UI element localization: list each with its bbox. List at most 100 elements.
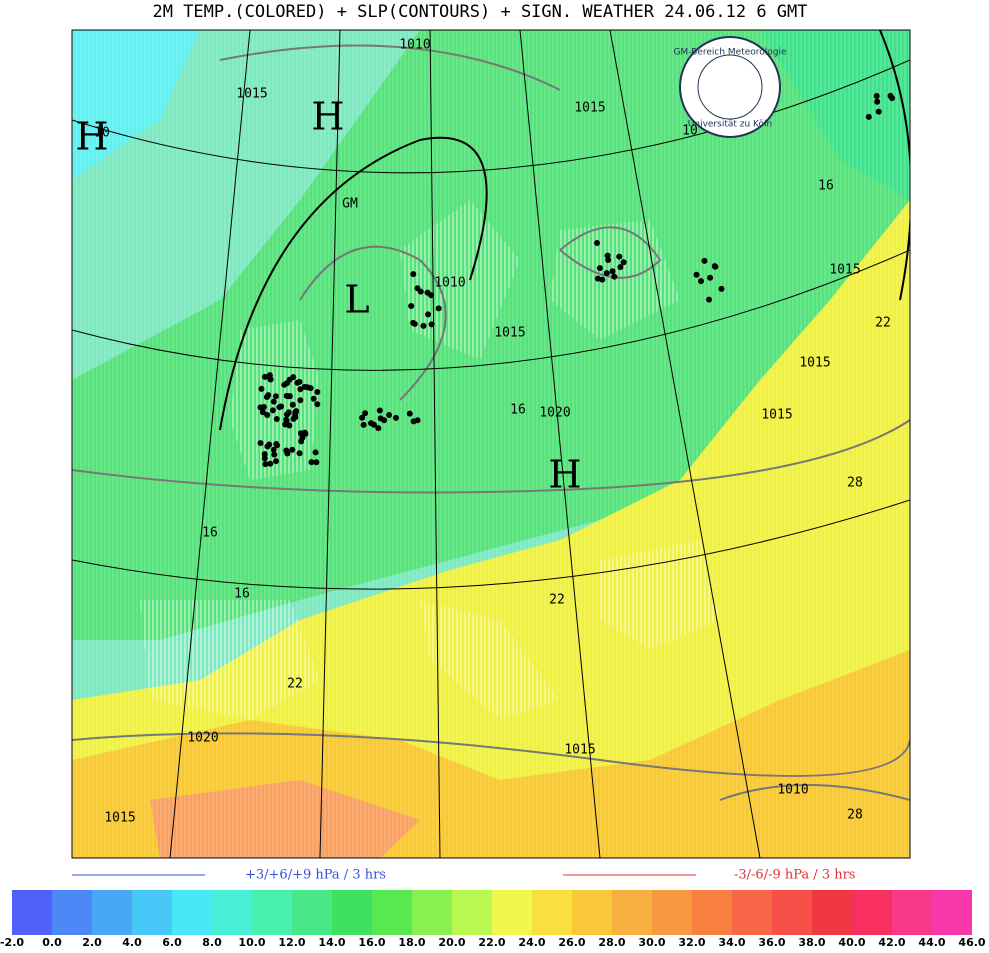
- rain-dot: [308, 459, 315, 466]
- colorbar-label: 32.0: [678, 936, 705, 949]
- rain-dot: [281, 381, 288, 388]
- isobars: [72, 44, 910, 801]
- rain-dot: [257, 440, 264, 447]
- rain-dot: [887, 92, 894, 99]
- rain-dot: [370, 421, 377, 428]
- rain-dot: [376, 407, 383, 414]
- rain-dot: [411, 320, 418, 327]
- isobar-label: 1015: [564, 743, 595, 758]
- rain-dot: [594, 240, 601, 247]
- colorbar-swatch: [612, 890, 652, 935]
- rain-dot: [706, 296, 713, 303]
- map-area: 1010 1015 10 1015 10 GM 1010 1015 16 1020 1015 16 10…: [72, 30, 910, 858]
- rain-dot: [698, 278, 705, 285]
- colorbar-swatch: [812, 890, 852, 935]
- rain-dot: [296, 450, 303, 457]
- rain-dot: [314, 389, 321, 396]
- colorbar-swatch: [892, 890, 932, 935]
- rain-dot: [386, 412, 393, 419]
- colorbar-label: 0.0: [42, 936, 62, 949]
- isobar-label: 22: [287, 677, 303, 692]
- rain-dot: [406, 410, 413, 417]
- colorbar-swatch: [132, 890, 172, 935]
- isobar-label: 1015: [236, 87, 267, 102]
- colorbar-label: 16.0: [358, 936, 385, 949]
- colorbar-label: 46.0: [958, 936, 985, 949]
- rain-dot: [260, 404, 267, 411]
- rain-dot: [292, 414, 299, 421]
- logo-text: GM-Bereich Meteorologie: [673, 48, 787, 58]
- isobar-label: GM: [342, 197, 358, 212]
- pressure-center: H: [75, 115, 108, 159]
- colorbar-swatch: [412, 890, 452, 935]
- rain-dot: [297, 397, 304, 404]
- rain-dot: [289, 446, 296, 453]
- isobar-label: 28: [847, 808, 863, 823]
- colorbar-swatch: [492, 890, 532, 935]
- rain-dot: [707, 274, 714, 281]
- rain-dot: [299, 434, 306, 441]
- rain-dot: [272, 393, 279, 400]
- rain-dot: [410, 418, 417, 425]
- rain-dot: [264, 443, 271, 450]
- isobar-label: 1010: [434, 276, 465, 291]
- rain-dot: [701, 257, 708, 264]
- colorbar-label: 10.0: [238, 936, 265, 949]
- rain-dot: [420, 322, 427, 329]
- isobar: [219, 44, 561, 91]
- rain-dot: [718, 285, 725, 292]
- rain-dot: [258, 385, 265, 392]
- isobar-label: 22: [549, 593, 565, 608]
- colorbar-label: 22.0: [478, 936, 505, 949]
- colorbar-swatch: [52, 890, 92, 935]
- colorbar-label: 30.0: [638, 936, 665, 949]
- colorbar-label: 28.0: [598, 936, 625, 949]
- colorbar-swatch: [332, 890, 372, 935]
- colorbar-label: 34.0: [718, 936, 745, 949]
- rain-dot: [261, 455, 268, 462]
- precipitation-symbols: [257, 92, 896, 468]
- rain-dot: [289, 401, 296, 408]
- rain-dot: [873, 92, 880, 99]
- rain-dot: [616, 253, 623, 260]
- colorbar-label: 42.0: [878, 936, 905, 949]
- rain-dot: [304, 384, 311, 391]
- colorbar-swatch: [932, 890, 972, 935]
- graticule: [72, 30, 910, 858]
- isobar-label: 16: [510, 403, 526, 418]
- map-title: 2M TEMP.(COLORED) + SLP(CONTOURS) + SIGN…: [152, 2, 807, 22]
- isobar-label: 1015: [799, 356, 830, 371]
- rain-dot: [286, 376, 293, 383]
- colorbar-label: -2.0: [0, 936, 24, 949]
- rain-dot: [294, 379, 301, 386]
- rain-dot: [270, 398, 277, 405]
- isobar-label: 1010: [777, 783, 808, 798]
- rain-dot: [282, 421, 289, 428]
- colorbar-label: 44.0: [918, 936, 945, 949]
- colorbar-label: 38.0: [798, 936, 825, 949]
- rain-dot: [375, 425, 382, 432]
- colorbar-swatch: [292, 890, 332, 935]
- colorbar-swatch: [772, 890, 812, 935]
- colorbar-label: 40.0: [838, 936, 865, 949]
- colorbar-swatch: [692, 890, 732, 935]
- pressure-center: H: [311, 95, 344, 139]
- colorbar-label: 6.0: [162, 936, 182, 949]
- rain-dot: [262, 461, 269, 468]
- rain-dot: [314, 401, 321, 408]
- rain-dot: [285, 393, 292, 400]
- colorbar-swatch: [372, 890, 412, 935]
- rain-dot: [599, 276, 606, 283]
- colorbar-swatch: [732, 890, 772, 935]
- isobar: [72, 419, 910, 494]
- rain-dot: [271, 451, 278, 458]
- rain-dot: [596, 265, 603, 272]
- isobar: [559, 226, 662, 279]
- colorbar: -2.0 0.0 2.0 4.0 6.0 8.0 10.0 12.0 14.0 16.0 18.0 2…: [0, 890, 986, 949]
- rain-dot: [283, 416, 290, 423]
- pressure-center: H: [548, 453, 581, 497]
- colorbar-swatch: [172, 890, 212, 935]
- rain-dot: [875, 108, 882, 115]
- isobar-label: 16: [234, 587, 250, 602]
